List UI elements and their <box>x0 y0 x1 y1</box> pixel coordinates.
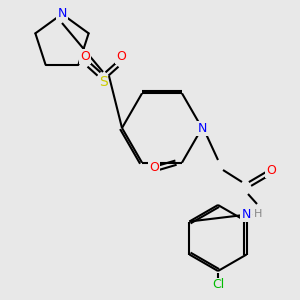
Text: O: O <box>266 164 276 176</box>
Text: N: N <box>57 8 67 20</box>
Text: H: H <box>254 209 262 219</box>
Text: O: O <box>80 50 90 64</box>
Text: S: S <box>99 75 107 89</box>
Text: N: N <box>197 122 207 134</box>
Text: O: O <box>116 50 126 64</box>
Text: O: O <box>149 161 159 174</box>
Text: Cl: Cl <box>212 278 224 292</box>
Text: N: N <box>241 208 251 220</box>
